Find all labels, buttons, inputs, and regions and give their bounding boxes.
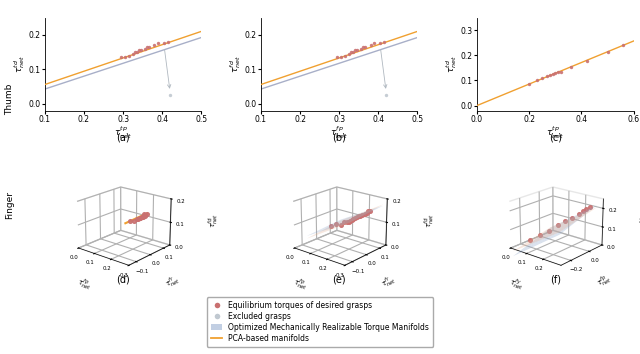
X-axis label: $\tau_{net}^{tp}$: $\tau_{net}^{tp}$ [547, 125, 564, 142]
Point [128, 51, 138, 57]
Point [582, 58, 592, 64]
Point [132, 49, 142, 55]
Point [381, 92, 391, 98]
Point [120, 55, 130, 60]
X-axis label: $\tau_{net}^{fp}$: $\tau_{net}^{fp}$ [74, 276, 93, 294]
Point [365, 42, 376, 48]
Text: Finger: Finger [5, 191, 14, 219]
Point [149, 42, 159, 48]
Point [360, 44, 370, 50]
Point [369, 41, 380, 46]
Point [524, 81, 534, 87]
Y-axis label: $\tau_{net}^{td}$: $\tau_{net}^{td}$ [444, 55, 460, 73]
Y-axis label: $\tau_{net}^{fp}$: $\tau_{net}^{fp}$ [595, 272, 614, 291]
Point [143, 44, 154, 50]
Legend: Equilibrium torques of desired grasps, Excluded grasps, Optimized Mechanically R: Equilibrium torques of desired grasps, E… [207, 297, 433, 347]
Point [375, 41, 385, 46]
Point [602, 49, 612, 55]
Point [159, 41, 170, 46]
Point [348, 49, 358, 55]
Point [556, 69, 566, 74]
Y-axis label: $\tau_{net}^{fr}$: $\tau_{net}^{fr}$ [379, 272, 398, 291]
Point [136, 47, 146, 53]
Point [537, 75, 547, 81]
Point [349, 47, 360, 53]
Point [124, 53, 134, 58]
Point [163, 39, 173, 45]
X-axis label: $\tau_{net}^{fy}$: $\tau_{net}^{fy}$ [507, 276, 525, 294]
Point [141, 44, 152, 50]
Point [566, 64, 576, 70]
Point [532, 78, 542, 83]
Point [340, 53, 350, 58]
Point [553, 70, 563, 75]
Point [336, 55, 346, 60]
Point [379, 39, 389, 45]
Point [346, 49, 356, 55]
X-axis label: $\tau_{net}^{tp}$: $\tau_{net}^{tp}$ [114, 125, 132, 142]
Point [352, 47, 362, 53]
Point [545, 72, 556, 78]
Text: (e): (e) [332, 274, 346, 284]
Point [116, 55, 126, 60]
Point [358, 44, 368, 50]
Point [165, 92, 175, 98]
Point [550, 70, 561, 76]
Text: (f): (f) [550, 274, 561, 284]
Y-axis label: $\tau_{net}^{fd}$: $\tau_{net}^{fd}$ [228, 55, 243, 73]
Point [344, 51, 354, 57]
Point [134, 47, 144, 53]
X-axis label: $\tau_{net}^{fp}$: $\tau_{net}^{fp}$ [291, 276, 309, 294]
Text: (d): (d) [116, 274, 130, 284]
Point [356, 46, 366, 51]
Point [332, 55, 342, 60]
Y-axis label: $\tau_{net}^{fr}$: $\tau_{net}^{fr}$ [163, 272, 182, 291]
Point [542, 73, 552, 79]
Point [618, 42, 628, 48]
Point [548, 72, 558, 77]
Text: (a): (a) [116, 132, 130, 142]
Point [153, 41, 163, 46]
Y-axis label: $\tau_{net}^{td}$: $\tau_{net}^{td}$ [12, 55, 27, 73]
Text: (b): (b) [332, 132, 346, 142]
Text: Thumb: Thumb [5, 84, 14, 115]
Point [130, 49, 140, 55]
Point [140, 46, 150, 51]
Text: (c): (c) [549, 132, 562, 142]
X-axis label: $\tau_{net}^{fp}$: $\tau_{net}^{fp}$ [330, 125, 348, 142]
